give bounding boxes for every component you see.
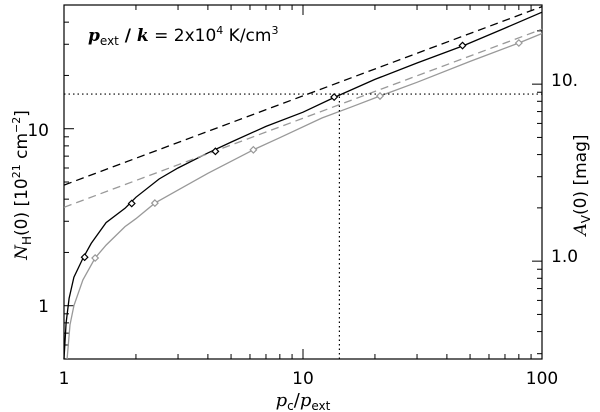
y-label-rest: (0) [10 (12, 178, 32, 236)
y-left-axis-label: NH(0) [1021 cm−2] (10, 110, 34, 261)
x-tick-label-1: 1 (59, 369, 70, 389)
y-right-axis-label: AV(0) [mag] (571, 134, 593, 237)
annotation-exp: 4 (216, 24, 223, 37)
y-right-label-rest: (0) [mag] (571, 134, 591, 215)
data-marker-series-0 (330, 92, 339, 102)
data-marker-series-1 (375, 91, 385, 101)
annotation-value: = 2x10 (149, 26, 217, 46)
y-right-label-v: V (579, 214, 593, 223)
y-right-tick-label-1: 1.0 (551, 247, 578, 267)
plot-frame (63, 4, 543, 360)
tick-marks (63, 4, 543, 360)
data-marker-series-1 (150, 199, 159, 208)
annotation-p: p (88, 26, 100, 46)
y-label-h: H (20, 236, 34, 245)
plot-markers (80, 38, 523, 263)
plot-lines (63, 5, 543, 360)
data-marker-series-1 (91, 253, 100, 263)
x-axis-label: pc/pext (276, 390, 331, 412)
series-line-1 (66, 32, 543, 360)
data-marker-series-0 (127, 199, 136, 208)
y-label-unit: cm (12, 133, 32, 164)
data-marker-series-1 (249, 145, 258, 154)
y-label-exp1: 21 (10, 164, 23, 178)
series-line-3 (63, 28, 543, 208)
annotation-slash: / (119, 26, 137, 46)
y-label-exp2: −2 (10, 117, 23, 133)
annotation-unit-exp: 3 (271, 24, 278, 37)
y-right-tick-label-10: 10. (551, 71, 578, 91)
x-label-c: c (287, 399, 294, 412)
x-tick-label-100: 100 (526, 369, 558, 389)
x-label-ext: ext (311, 399, 330, 412)
series-line-2 (63, 5, 543, 186)
data-marker-series-0 (211, 147, 220, 156)
chart-annotation: pext / k = 2x104 K/cm3 (88, 24, 278, 48)
x-tick-label-10: 10 (292, 369, 314, 389)
x-label-p: p (276, 390, 288, 411)
annotation-k: k (137, 26, 149, 46)
annotation-ext-sub: ext (100, 34, 119, 48)
x-label-slash: / (294, 390, 301, 411)
y-left-tick-label-1: 1 (38, 297, 49, 317)
y-right-label-a: A (571, 223, 591, 237)
data-marker-series-0 (80, 253, 89, 262)
annotation-unit: K/cm (223, 26, 271, 46)
x-label-p2: p (300, 390, 312, 411)
y-label-close: ] (12, 110, 32, 117)
y-label-n: N (12, 244, 32, 261)
data-marker-series-0 (458, 41, 467, 50)
y-left-tick-label-10: 10 (27, 121, 49, 141)
series-line-0 (63, 11, 543, 360)
data-marker-series-1 (514, 38, 523, 48)
